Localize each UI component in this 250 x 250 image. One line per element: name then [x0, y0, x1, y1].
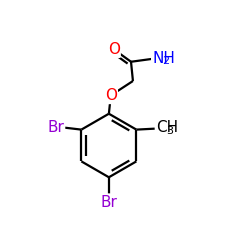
Text: CH: CH [156, 120, 178, 135]
Text: 3: 3 [166, 126, 173, 136]
Text: 2: 2 [162, 56, 170, 66]
Text: O: O [108, 42, 120, 57]
Text: Br: Br [47, 120, 64, 135]
Text: O: O [105, 88, 117, 103]
Text: Br: Br [100, 194, 117, 210]
Text: NH: NH [152, 52, 175, 66]
